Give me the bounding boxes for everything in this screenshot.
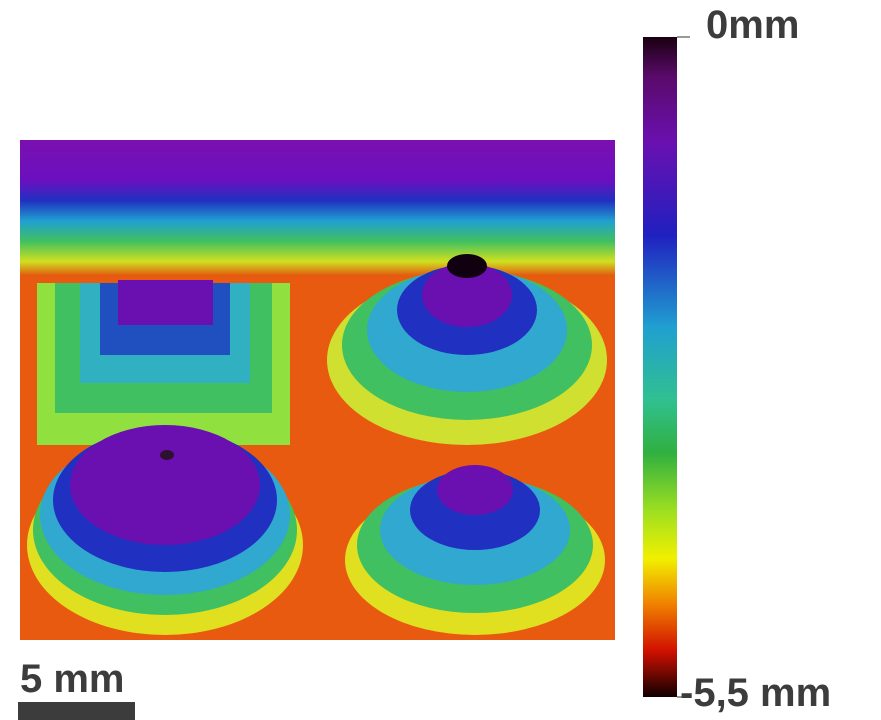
colorbar-top-label: 0mm	[706, 3, 799, 47]
scale-bar	[18, 702, 135, 720]
colorbar-bottom-label: -5,5 mm	[680, 671, 831, 715]
colorbar	[643, 37, 677, 697]
height-map	[20, 140, 615, 640]
figure: 0mm -5,5 mm 5 mm	[0, 0, 881, 720]
scale-bar-label: 5 mm	[20, 657, 125, 701]
